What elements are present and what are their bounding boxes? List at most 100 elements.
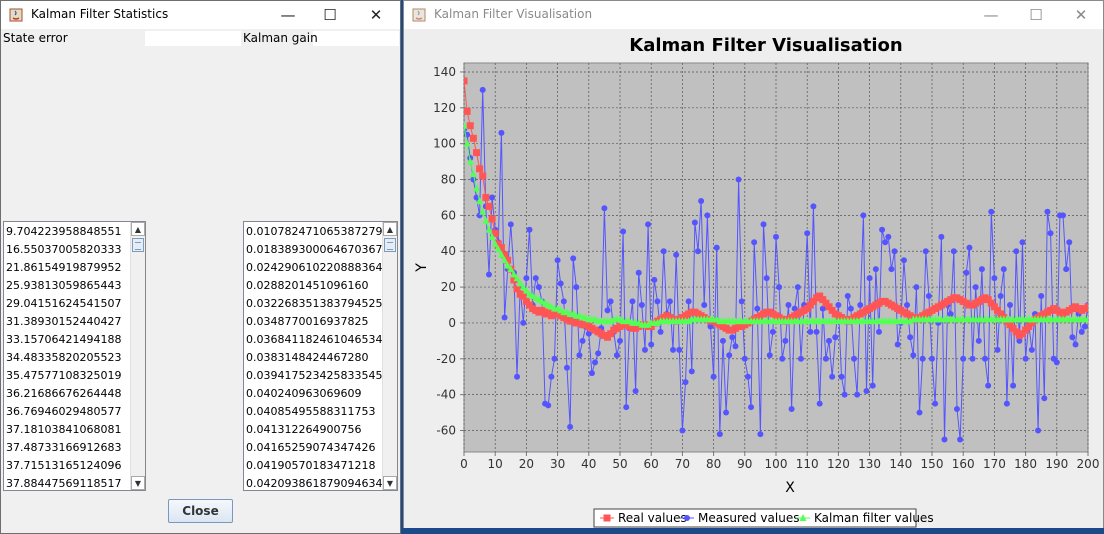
- kalman-value-point: [519, 283, 527, 291]
- measured-value-point: [520, 319, 527, 326]
- java-app-icon: [412, 8, 426, 22]
- measured-value-point: [532, 275, 539, 282]
- measured-value-point: [776, 284, 783, 291]
- list-item[interactable]: 0.0383148424467280: [246, 351, 369, 364]
- maximize-button[interactable]: ☐: [1029, 6, 1043, 24]
- list-item[interactable]: 0.040240963069609: [246, 387, 362, 400]
- real-value-point: [504, 256, 512, 264]
- measured-value-point: [947, 310, 954, 317]
- list-item[interactable]: 16.55037005820333: [6, 243, 122, 256]
- kalman-value-point: [513, 274, 521, 282]
- scroll-up-arrow-icon[interactable]: ▲: [131, 222, 145, 236]
- scroll-down-arrow-icon[interactable]: ▼: [131, 476, 145, 490]
- maximize-button[interactable]: ☐: [323, 6, 337, 24]
- title-bar[interactable]: Kalman Filter Visualisation — ☐ ✕: [404, 1, 1103, 29]
- list-item[interactable]: 35.47577108325019: [6, 369, 122, 382]
- scroll-up-arrow-icon[interactable]: ▲: [383, 222, 397, 236]
- list-item[interactable]: 0.041312264900756: [246, 423, 362, 436]
- list-item[interactable]: 37.48733166912683: [6, 441, 122, 454]
- list-item[interactable]: 0.039417523425833545: [246, 369, 383, 382]
- scroll-down-arrow-icon[interactable]: ▼: [383, 476, 397, 490]
- list-item[interactable]: 21.86154919879952: [6, 261, 122, 274]
- real-value-point: [472, 149, 480, 157]
- minimize-button[interactable]: —: [280, 6, 296, 24]
- measured-value-point: [607, 298, 614, 305]
- x-tick-label: 30: [550, 457, 565, 471]
- x-tick-label: 90: [737, 457, 752, 471]
- scroll-thumb[interactable]: [384, 238, 396, 252]
- real-value-point: [519, 292, 527, 300]
- list-item[interactable]: 25.93813059865443: [6, 279, 122, 292]
- measured-value-point: [1081, 323, 1088, 330]
- list-item[interactable]: 0.0288201451096160: [246, 279, 369, 292]
- list-item[interactable]: 0.018389300064670367: [246, 243, 383, 256]
- statistics-window: Kalman Filter Statistics — ☐ ✕ State err…: [0, 0, 401, 534]
- list-item[interactable]: 37.71513165124096: [6, 459, 122, 472]
- list-item[interactable]: 37.18103841068081: [6, 423, 122, 436]
- measured-value-point: [588, 370, 595, 377]
- list-item[interactable]: 36.76946029480577: [6, 405, 122, 418]
- title-bar[interactable]: Kalman Filter Statistics — ☐ ✕: [1, 1, 400, 29]
- close-window-button[interactable]: ✕: [369, 6, 383, 24]
- list-item[interactable]: 0.042093861879094634: [246, 477, 383, 490]
- list-item[interactable]: 0.036841182461046534: [246, 333, 383, 346]
- measured-value-point: [832, 334, 839, 341]
- measured-value-point: [822, 355, 829, 362]
- state-error-list[interactable]: 9.704223958848551 16.55037005820333 21.861…: [3, 221, 146, 491]
- measured-value-point: [1000, 266, 1007, 273]
- close-button[interactable]: Close: [168, 499, 233, 523]
- y-tick-label: 60: [441, 208, 456, 222]
- measured-value-point: [869, 382, 876, 389]
- list-item[interactable]: 31.38930152440427: [6, 315, 122, 328]
- kalman-value-point: [607, 317, 615, 325]
- y-tick-label: 40: [441, 244, 456, 258]
- measured-value-point: [791, 305, 798, 312]
- list-item[interactable]: 0.04190570183471218: [246, 459, 376, 472]
- list-item[interactable]: 0.024290610220888364: [246, 261, 383, 274]
- list-item[interactable]: 34.48335820205523: [6, 351, 122, 364]
- kalman-gain-scrollbar[interactable]: ▲ ▼: [382, 222, 397, 490]
- measured-value-point: [651, 276, 658, 283]
- kalman-value-point: [494, 245, 502, 253]
- measured-value-point: [660, 248, 667, 255]
- kalman-value-point: [472, 184, 480, 192]
- measured-value-point: [769, 328, 776, 335]
- measured-value-point: [879, 226, 886, 233]
- legend-label: Real values: [618, 511, 687, 525]
- kalman-value-point: [485, 225, 493, 233]
- x-tick-label: 110: [796, 457, 819, 471]
- real-value-point: [538, 306, 546, 314]
- real-value-point: [469, 134, 477, 142]
- measured-value-point: [666, 298, 673, 305]
- list-item[interactable]: 0.04165259074347426: [246, 441, 376, 454]
- list-item[interactable]: 29.04151624541507: [6, 297, 122, 310]
- real-value-point: [464, 107, 471, 115]
- list-item[interactable]: 36.21686676264448: [6, 387, 122, 400]
- list-item[interactable]: 0.0348770016937825: [246, 315, 369, 328]
- real-value-point: [501, 251, 509, 259]
- list-item[interactable]: 33.15706421494188: [6, 333, 122, 346]
- list-item[interactable]: 0.032268351383794525: [246, 297, 383, 310]
- list-item[interactable]: 37.88447569118517: [6, 477, 122, 490]
- real-value-point: [809, 297, 817, 305]
- measured-value-point: [1041, 395, 1048, 402]
- measured-value-point: [595, 350, 602, 357]
- measured-value-point: [673, 251, 680, 258]
- minimize-button[interactable]: —: [983, 6, 999, 24]
- scroll-thumb[interactable]: [132, 238, 144, 252]
- measured-value-point: [632, 388, 639, 395]
- kalman-value-point: [906, 317, 914, 325]
- desktop-strip: [403, 528, 1104, 534]
- measured-value-point: [726, 352, 733, 359]
- list-item[interactable]: 0.04085495588311753: [246, 405, 376, 418]
- kalman-value-point: [685, 317, 693, 325]
- list-item[interactable]: 9.704223958848551: [6, 225, 122, 238]
- kalman-gain-list[interactable]: 0.010782471065387279 0.018389300064670367…: [243, 221, 398, 491]
- window-title: Kalman Filter Statistics: [31, 7, 169, 21]
- state-error-scrollbar[interactable]: ▲ ▼: [130, 222, 145, 490]
- close-window-button[interactable]: ✕: [1074, 6, 1088, 24]
- real-value-point: [828, 306, 836, 314]
- list-item[interactable]: 0.010782471065387279: [246, 225, 383, 238]
- window-title: Kalman Filter Visualisation: [434, 7, 593, 21]
- y-tick-label: 20: [441, 280, 456, 294]
